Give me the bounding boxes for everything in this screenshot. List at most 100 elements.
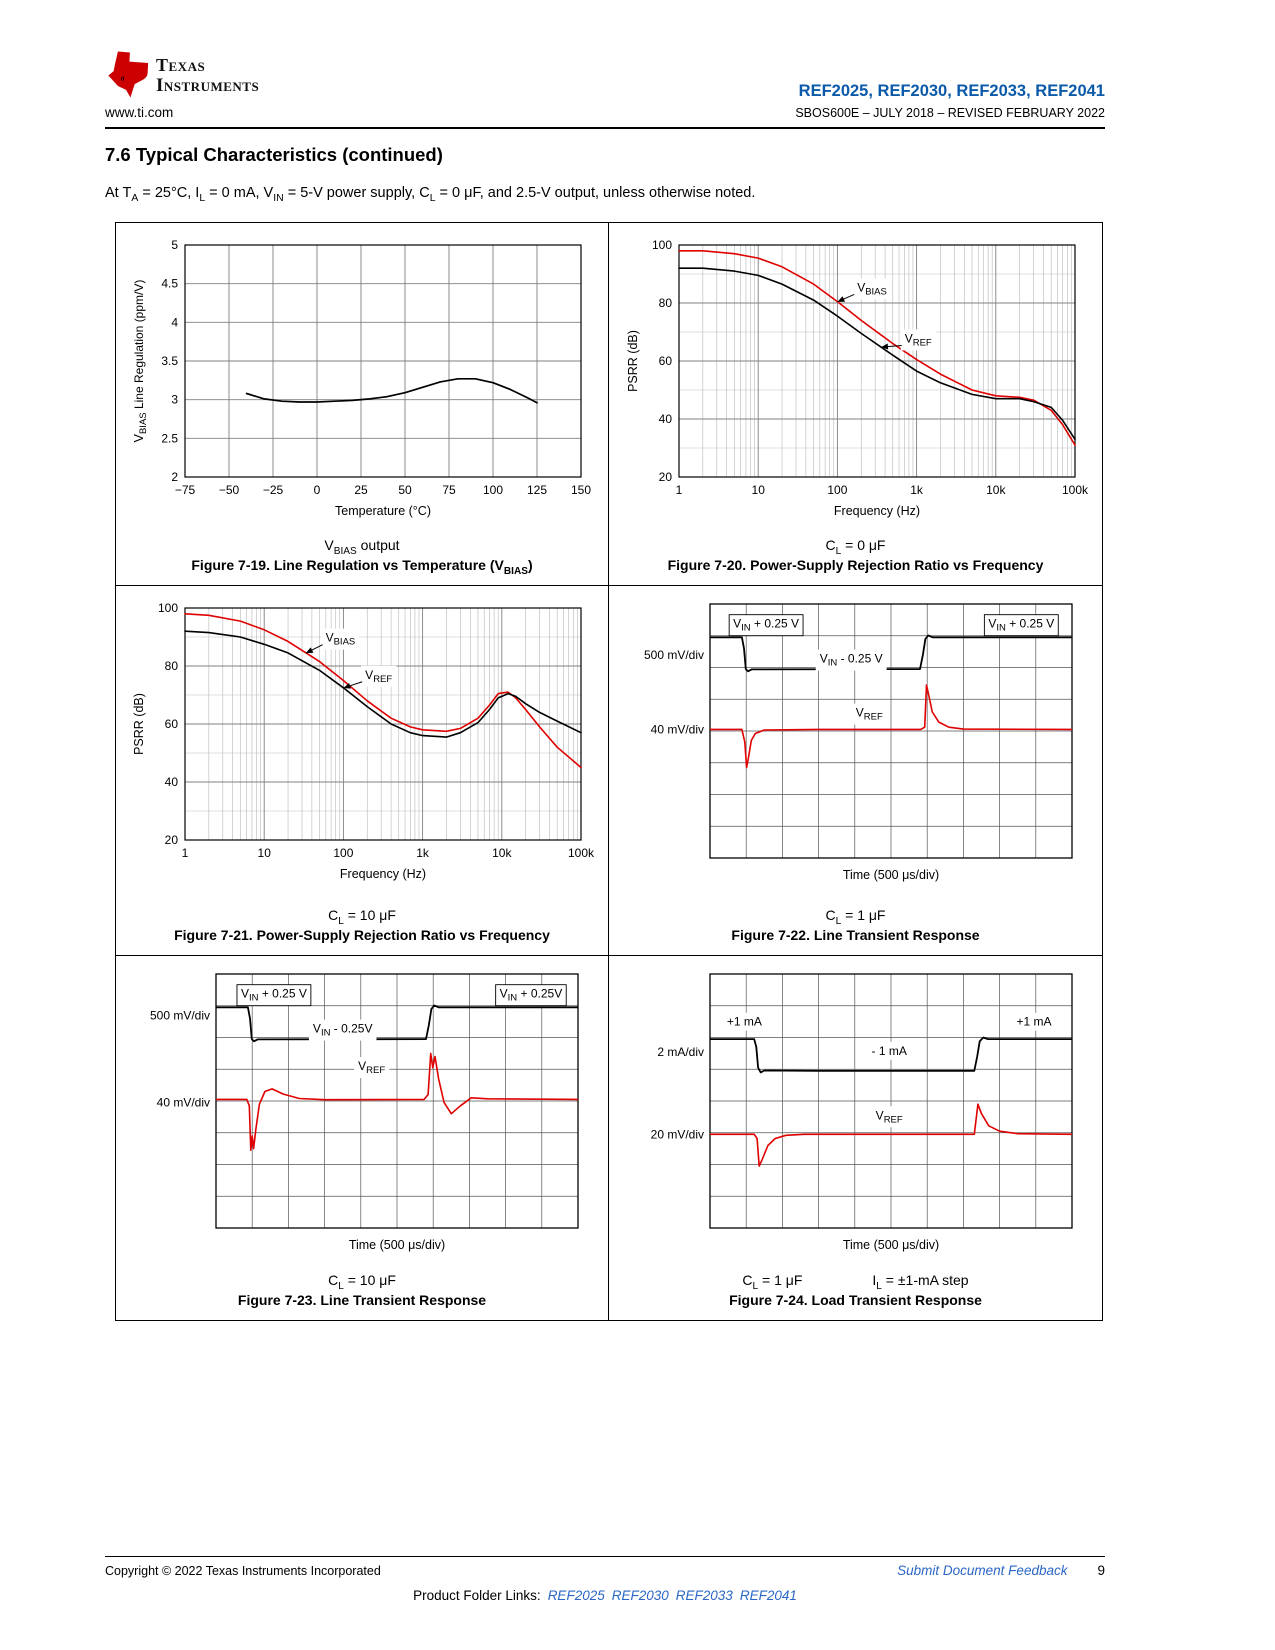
svg-text:40: 40 — [658, 412, 672, 426]
svg-text:50: 50 — [398, 483, 412, 497]
svg-text:Frequency (Hz): Frequency (Hz) — [833, 504, 919, 518]
figure-7-23-caption: Figure 7-23. Line Transient Response — [237, 1292, 487, 1308]
svg-text:10: 10 — [751, 483, 765, 497]
ti-website-link[interactable]: www.ti.com — [105, 105, 174, 120]
product-links-row: Product Folder Links: REF2025 REF2030 RE… — [105, 1588, 1105, 1603]
figure-7-22-caption: Figure 7-22. Line Transient Response — [731, 927, 980, 943]
product-folder-label: Product Folder Links: — [413, 1588, 541, 1603]
svg-text:VREF: VREF — [365, 668, 392, 685]
svg-text:150: 150 — [571, 483, 591, 497]
figure-7-19-chart: −75 −50 −25 0 25 50 75 100 125 150 2 2.5 3 3.5 4 4.5 5 Te… — [132, 238, 591, 518]
svg-text:2.5: 2.5 — [161, 431, 178, 445]
typical-characteristics-grid: −75 −50 −25 0 25 50 75 100 125 150 2 2.5 3 3.5 4 4.5 5 Te… — [115, 222, 1103, 1321]
figure-7-20-conditions: CL = 0 μF — [825, 537, 886, 557]
svg-text:3.5: 3.5 — [161, 354, 178, 368]
figure-7-20-caption: Figure 7-20. Power-Supply Rejection Rati… — [667, 557, 1044, 573]
page-number: 9 — [1097, 1563, 1105, 1578]
svg-text:10k: 10k — [986, 483, 1006, 497]
figure-7-21-cell: 1 10 100 1k 10k 100k 20 40 60 80 100 Frequency (Hz)… — [116, 586, 609, 956]
svg-text:500 mV/div: 500 mV/div — [150, 1008, 210, 1022]
svg-text:PSRR (dB): PSRR (dB) — [626, 330, 640, 392]
svg-text:Temperature (°C): Temperature (°C) — [335, 504, 431, 518]
figure-7-19-conditions: VBIAS output — [324, 537, 400, 557]
svg-text:−25: −25 — [263, 483, 284, 497]
svg-text:60: 60 — [658, 354, 672, 368]
figure-7-21-caption: Figure 7-21. Power-Supply Rejection Rati… — [174, 927, 550, 943]
svg-text:100: 100 — [333, 846, 353, 860]
svg-text:100k: 100k — [568, 846, 595, 860]
figure-7-22-cell: VIN + 0.25 V VIN + 0.25 V VIN - 0.25 V VREF… — [609, 586, 1102, 956]
svg-text:1k: 1k — [910, 483, 924, 497]
svg-text:2: 2 — [171, 470, 178, 484]
svg-text:+1 mA: +1 mA — [1016, 1015, 1051, 1029]
svg-text:4: 4 — [171, 315, 178, 329]
figure-7-24-chart: +1 mA +1 mA - 1 mA VREF 2 mA/div 20 mV/div Tim… — [650, 973, 1073, 1252]
product-link-ref2033[interactable]: REF2033 — [675, 1588, 733, 1603]
figure-7-19-cell: −75 −50 −25 0 25 50 75 100 125 150 2 2.5 3 3.5 4 4.5 5 Te… — [116, 223, 609, 586]
svg-text:VIN + 0.25 V: VIN + 0.25 V — [733, 617, 799, 634]
svg-text:5: 5 — [171, 238, 178, 252]
svg-text:VIN - 0.25V: VIN - 0.25V — [313, 1022, 373, 1039]
svg-text:100: 100 — [651, 238, 671, 252]
figure-7-24-caption: Figure 7-24. Load Transient Response — [729, 1292, 982, 1308]
svg-text:1k: 1k — [416, 846, 430, 860]
svg-text:1: 1 — [182, 846, 189, 860]
svg-text:VIN - 0.25 V: VIN - 0.25 V — [819, 652, 882, 669]
figure-7-20-chart: 1 10 100 1k 10k 100k 20 40 60 80 100 Frequency (Hz)… — [626, 238, 1089, 518]
svg-text:20: 20 — [165, 833, 179, 847]
svg-text:VIN + 0.25 V: VIN + 0.25 V — [241, 987, 307, 1004]
svg-text:125: 125 — [527, 483, 547, 497]
footer-row: Copyright © 2022 Texas Instruments Incor… — [105, 1563, 1105, 1578]
svg-text:25: 25 — [354, 483, 368, 497]
figure-7-24-conditions: CL = 1 μF IL = ±1-mA step — [742, 1272, 969, 1292]
product-link-ref2025[interactable]: REF2025 — [547, 1588, 605, 1603]
svg-text:VBIAS: VBIAS — [326, 631, 356, 648]
section-title: 7.6 Typical Characteristics (continued) — [105, 144, 443, 165]
svg-text:VREF: VREF — [358, 1059, 385, 1076]
product-link-ref2030[interactable]: REF2030 — [611, 1588, 669, 1603]
svg-text:VIN + 0.25V: VIN + 0.25V — [500, 987, 563, 1004]
figure-7-21-chart: 1 10 100 1k 10k 100k 20 40 60 80 100 Frequency (Hz)… — [132, 601, 595, 881]
submit-feedback-link[interactable]: Submit Document Feedback — [897, 1563, 1068, 1578]
figure-7-23-chart: VIN + 0.25 V VIN + 0.25V VIN - 0.25V VREF 50… — [150, 973, 579, 1252]
part-numbers-link[interactable]: REF2025, REF2030, REF2033, REF2041 — [798, 82, 1105, 100]
svg-text:60: 60 — [165, 717, 179, 731]
figure-7-21-conditions: CL = 10 μF — [328, 907, 396, 927]
header-rule — [105, 127, 1105, 129]
svg-text:Time (500 μs/div): Time (500 μs/div) — [842, 1238, 938, 1252]
svg-text:3: 3 — [171, 393, 178, 407]
svg-text:75: 75 — [442, 483, 456, 497]
svg-text:100k: 100k — [1061, 483, 1088, 497]
figure-7-22-chart: VIN + 0.25 V VIN + 0.25 V VIN - 0.25 V VREF… — [643, 603, 1073, 882]
svg-text:2 mA/div: 2 mA/div — [657, 1045, 704, 1059]
brand-wordmark: Texas Instruments — [156, 55, 259, 97]
svg-text:40 mV/div: 40 mV/div — [157, 1096, 210, 1110]
figure-7-19-caption: Figure 7-19. Line Regulation vs Temperat… — [191, 557, 533, 577]
svg-text:10: 10 — [258, 846, 272, 860]
svg-text:VBIAS Line Regulation (ppm/V): VBIAS Line Regulation (ppm/V) — [132, 280, 149, 443]
footer-rule — [105, 1556, 1105, 1557]
svg-text:VREF: VREF — [855, 706, 882, 723]
figure-7-23-conditions: CL = 10 μF — [328, 1272, 396, 1292]
svg-text:20: 20 — [658, 470, 672, 484]
svg-text:−50: −50 — [219, 483, 240, 497]
svg-text:−75: −75 — [175, 483, 196, 497]
svg-text:Frequency (Hz): Frequency (Hz) — [340, 867, 426, 881]
svg-text:100: 100 — [483, 483, 503, 497]
product-link-ref2041[interactable]: REF2041 — [739, 1588, 797, 1603]
svg-text:4.5: 4.5 — [161, 277, 178, 291]
svg-text:+1 mA: +1 mA — [726, 1015, 761, 1029]
svg-text:40 mV/div: 40 mV/div — [650, 722, 703, 736]
ti-logo-shape — [108, 51, 149, 98]
svg-text:100: 100 — [158, 601, 178, 615]
svg-text:20 mV/div: 20 mV/div — [650, 1127, 703, 1141]
svg-text:Time (500 μs/div): Time (500 μs/div) — [842, 868, 938, 882]
svg-text:80: 80 — [658, 296, 672, 310]
test-conditions: At TA = 25°C, IL = 0 mA, VIN = 5-V power… — [105, 185, 756, 204]
svg-text:PSRR (dB): PSRR (dB) — [132, 693, 146, 755]
svg-text:1: 1 — [675, 483, 682, 497]
copyright: Copyright © 2022 Texas Instruments Incor… — [105, 1564, 381, 1578]
figure-7-24-cell: +1 mA +1 mA - 1 mA VREF 2 mA/div 20 mV/div Tim… — [609, 956, 1102, 1320]
svg-text:Time (500 μs/div): Time (500 μs/div) — [349, 1238, 445, 1252]
svg-text:VIN + 0.25 V: VIN + 0.25 V — [988, 617, 1054, 634]
